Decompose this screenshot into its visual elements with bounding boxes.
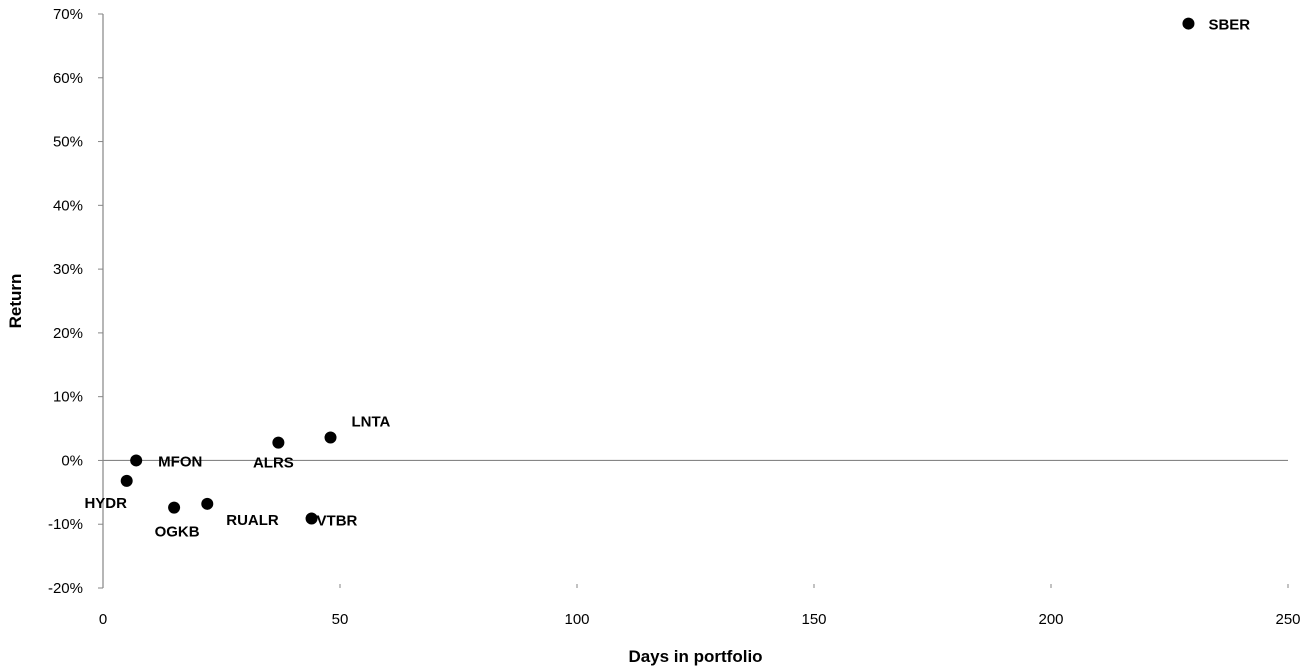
point-label-sber: SBER [1208, 17, 1250, 34]
point-label-mfon: MFON [158, 453, 202, 470]
y-axis-ticks: -20% -10% 0% 10% 20% 30% 40% 50% 60% 70% [48, 6, 103, 597]
y-tick-label: 30% [53, 261, 83, 278]
point-hydr [120, 474, 133, 487]
point-lnta [324, 431, 337, 444]
point-sber [1182, 17, 1195, 30]
y-tick-label: 10% [53, 389, 83, 406]
point-mfon [130, 454, 143, 467]
x-axis-ticks: 0 50 100 150 200 250 [99, 584, 1301, 628]
x-tick-label: 50 [332, 611, 349, 628]
y-tick-label: 70% [53, 6, 83, 23]
y-tick-label: 40% [53, 197, 83, 214]
point-rualr [201, 497, 214, 510]
point-label-alrs: ALRS [253, 455, 294, 472]
x-tick-label: 200 [1038, 611, 1063, 628]
point-label-ogkb: OGKB [155, 524, 200, 541]
y-tick-label: 0% [61, 452, 83, 469]
x-tick-label: 0 [99, 611, 107, 628]
point-label-hydr: HYDR [84, 495, 127, 512]
point-ogkb [168, 501, 181, 514]
y-tick-label: -20% [48, 580, 83, 597]
point-alrs [272, 436, 285, 449]
x-tick-label: 250 [1275, 611, 1300, 628]
point-label-vtbr: VTBR [317, 512, 358, 529]
y-tick-label: -10% [48, 516, 83, 533]
data-points: SBER LNTA ALRS MFON HYDR OGKB RUALR VTBR [84, 17, 1250, 541]
y-axis-title: Return [6, 274, 25, 329]
point-label-lnta: LNTA [352, 413, 391, 430]
y-tick-label: 20% [53, 325, 83, 342]
y-tick-label: 50% [53, 134, 83, 151]
y-tick-label: 60% [53, 70, 83, 87]
x-axis-title: Days in portfolio [628, 647, 762, 666]
x-tick-label: 150 [801, 611, 826, 628]
point-vtbr [305, 512, 318, 525]
x-tick-label: 100 [564, 611, 589, 628]
point-label-rualr: RUALR [226, 512, 279, 529]
